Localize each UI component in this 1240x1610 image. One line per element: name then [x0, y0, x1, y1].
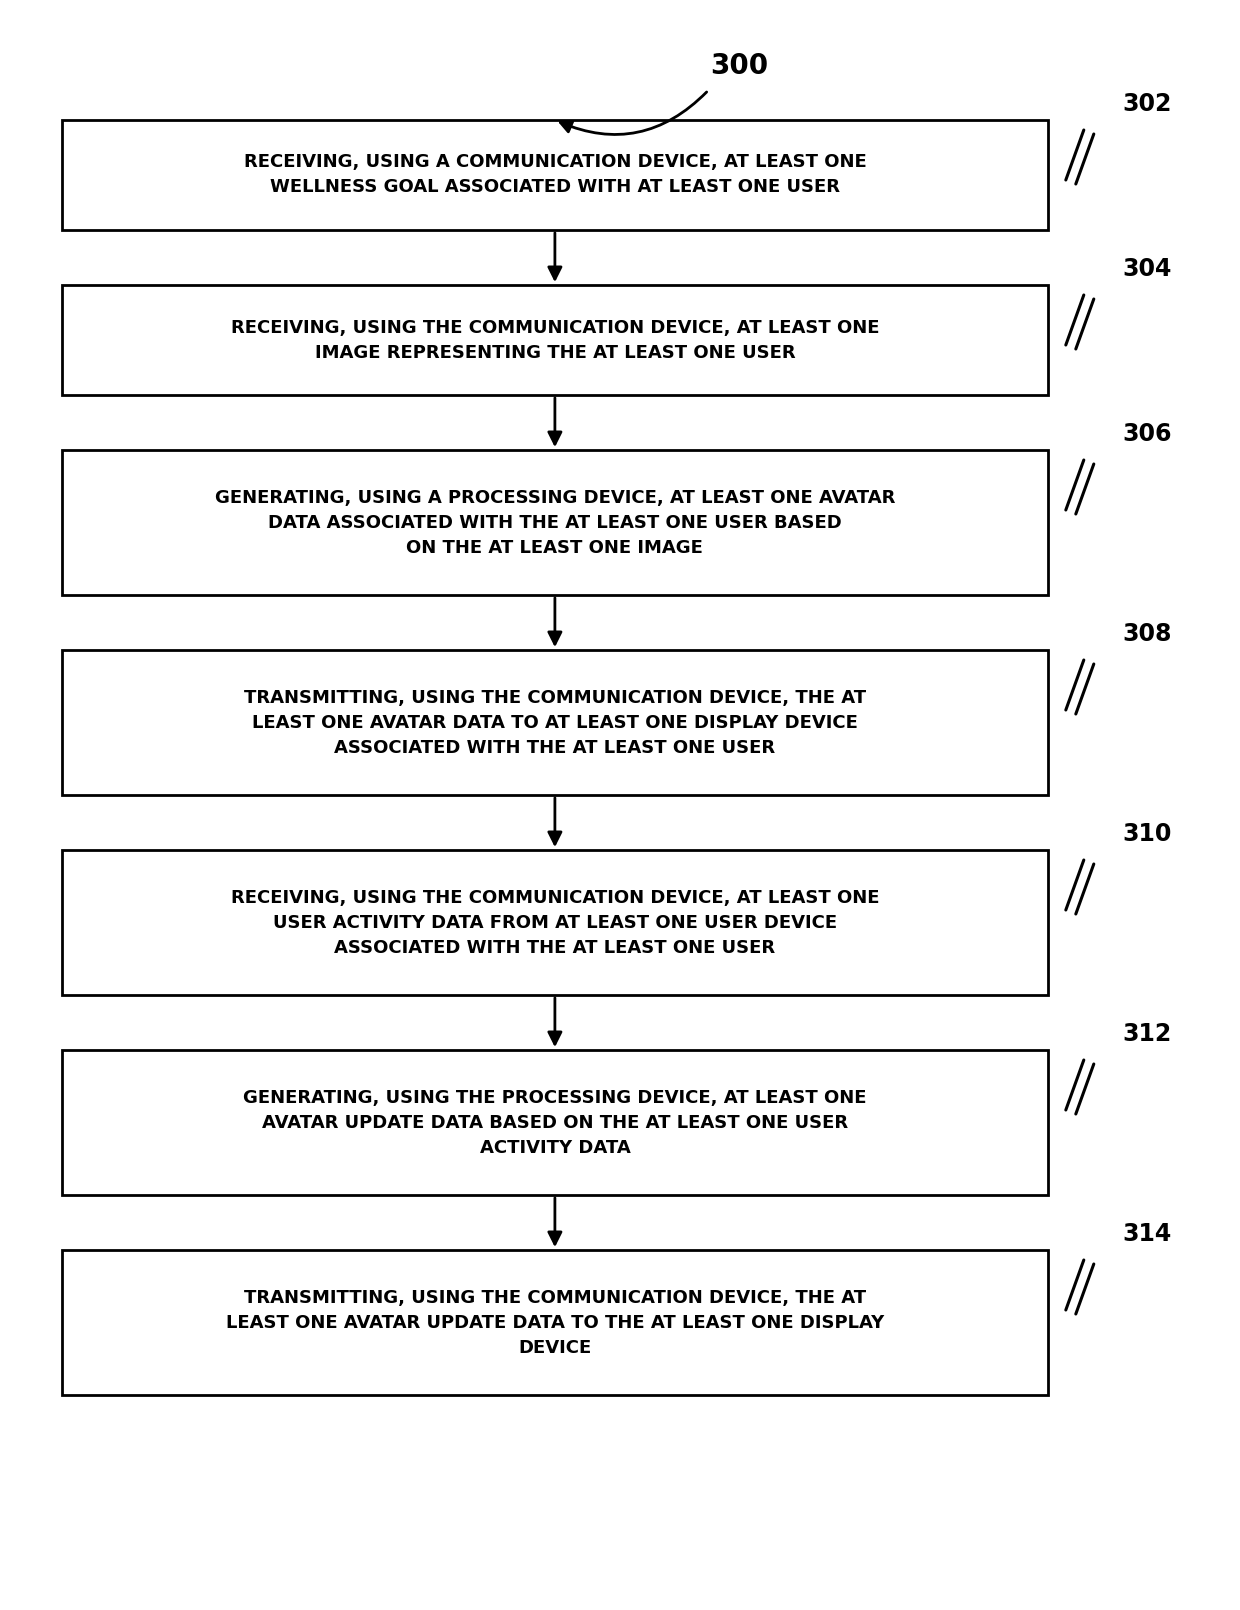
Text: 312: 312: [1122, 1022, 1172, 1046]
Text: 300: 300: [711, 52, 769, 80]
Text: 306: 306: [1122, 422, 1172, 446]
Text: RECEIVING, USING A COMMUNICATION DEVICE, AT LEAST ONE
WELLNESS GOAL ASSOCIATED W: RECEIVING, USING A COMMUNICATION DEVICE,…: [243, 153, 867, 196]
Text: RECEIVING, USING THE COMMUNICATION DEVICE, AT LEAST ONE
USER ACTIVITY DATA FROM : RECEIVING, USING THE COMMUNICATION DEVIC…: [231, 889, 879, 956]
Text: 304: 304: [1122, 258, 1172, 282]
Text: 310: 310: [1122, 823, 1172, 845]
Text: RECEIVING, USING THE COMMUNICATION DEVICE, AT LEAST ONE
IMAGE REPRESENTING THE A: RECEIVING, USING THE COMMUNICATION DEVIC…: [231, 319, 879, 362]
Text: 302: 302: [1122, 92, 1172, 116]
Bar: [62, 850, 1048, 995]
Text: TRANSMITTING, USING THE COMMUNICATION DEVICE, THE AT
LEAST ONE AVATAR DATA TO AT: TRANSMITTING, USING THE COMMUNICATION DE…: [244, 689, 866, 757]
Text: 314: 314: [1122, 1222, 1172, 1246]
Bar: [62, 1249, 1048, 1394]
Bar: [62, 121, 1048, 230]
FancyArrowPatch shape: [560, 92, 707, 135]
Bar: [62, 1050, 1048, 1195]
Text: 308: 308: [1122, 621, 1172, 646]
Text: GENERATING, USING A PROCESSING DEVICE, AT LEAST ONE AVATAR
DATA ASSOCIATED WITH : GENERATING, USING A PROCESSING DEVICE, A…: [215, 488, 895, 557]
Text: TRANSMITTING, USING THE COMMUNICATION DEVICE, THE AT
LEAST ONE AVATAR UPDATE DAT: TRANSMITTING, USING THE COMMUNICATION DE…: [226, 1288, 884, 1357]
Text: GENERATING, USING THE PROCESSING DEVICE, AT LEAST ONE
AVATAR UPDATE DATA BASED O: GENERATING, USING THE PROCESSING DEVICE,…: [243, 1088, 867, 1156]
Bar: [62, 650, 1048, 795]
Bar: [62, 451, 1048, 596]
Bar: [62, 285, 1048, 394]
